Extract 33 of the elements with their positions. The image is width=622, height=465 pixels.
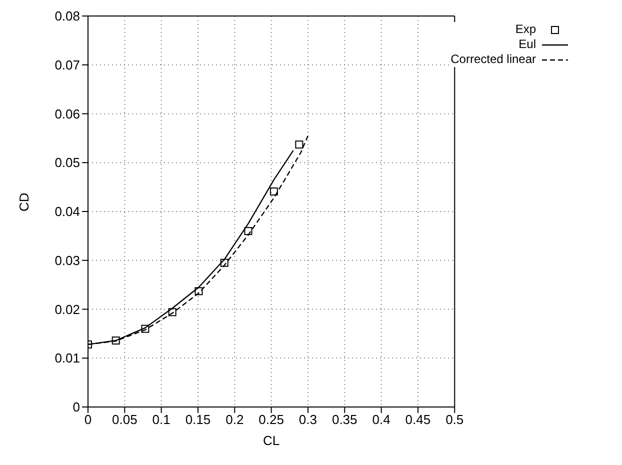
y-tick-label: 0.04 [54,204,80,220]
y-tick-label: 0.03 [54,252,80,268]
x-tick-label: 0.4 [372,412,390,428]
y-tick-label: 0.02 [54,302,80,317]
point [168,308,176,316]
x-tick-label: 0.25 [258,412,284,428]
x-tick-label: 0.05 [112,412,138,428]
y-tick-label: 0.07 [54,57,80,72]
y-tick-label: 0.01 [54,350,80,366]
point [141,324,150,333]
x-tick-label: 0.2 [226,412,244,428]
x-tick-label: 0.5 [446,412,464,428]
x-axis-title: CL [263,433,280,448]
legend-label: Eul [518,37,536,52]
x-tick-label: 0 [84,412,92,428]
point [194,287,203,296]
point [295,140,304,149]
x-tick-label: 0.3 [298,412,318,428]
x-tick-label: 0.1 [152,412,170,428]
point [270,187,278,196]
x-tick-label: 0.15 [185,412,211,428]
legend-label: Corrected linear [450,52,536,67]
legend-label: Exp [515,22,536,37]
point [220,258,228,267]
y-tick-label: 0.05 [54,155,80,170]
y-tick-label: 0.08 [54,8,80,24]
y-tick-label: 0.06 [54,106,80,122]
x-tick-label: 0.35 [332,412,358,428]
x-tick-label: 0.45 [405,412,431,428]
point [244,227,252,236]
y-axis-title: CD [16,192,32,212]
point [112,336,120,345]
y-tick-label: 0 [72,400,80,415]
